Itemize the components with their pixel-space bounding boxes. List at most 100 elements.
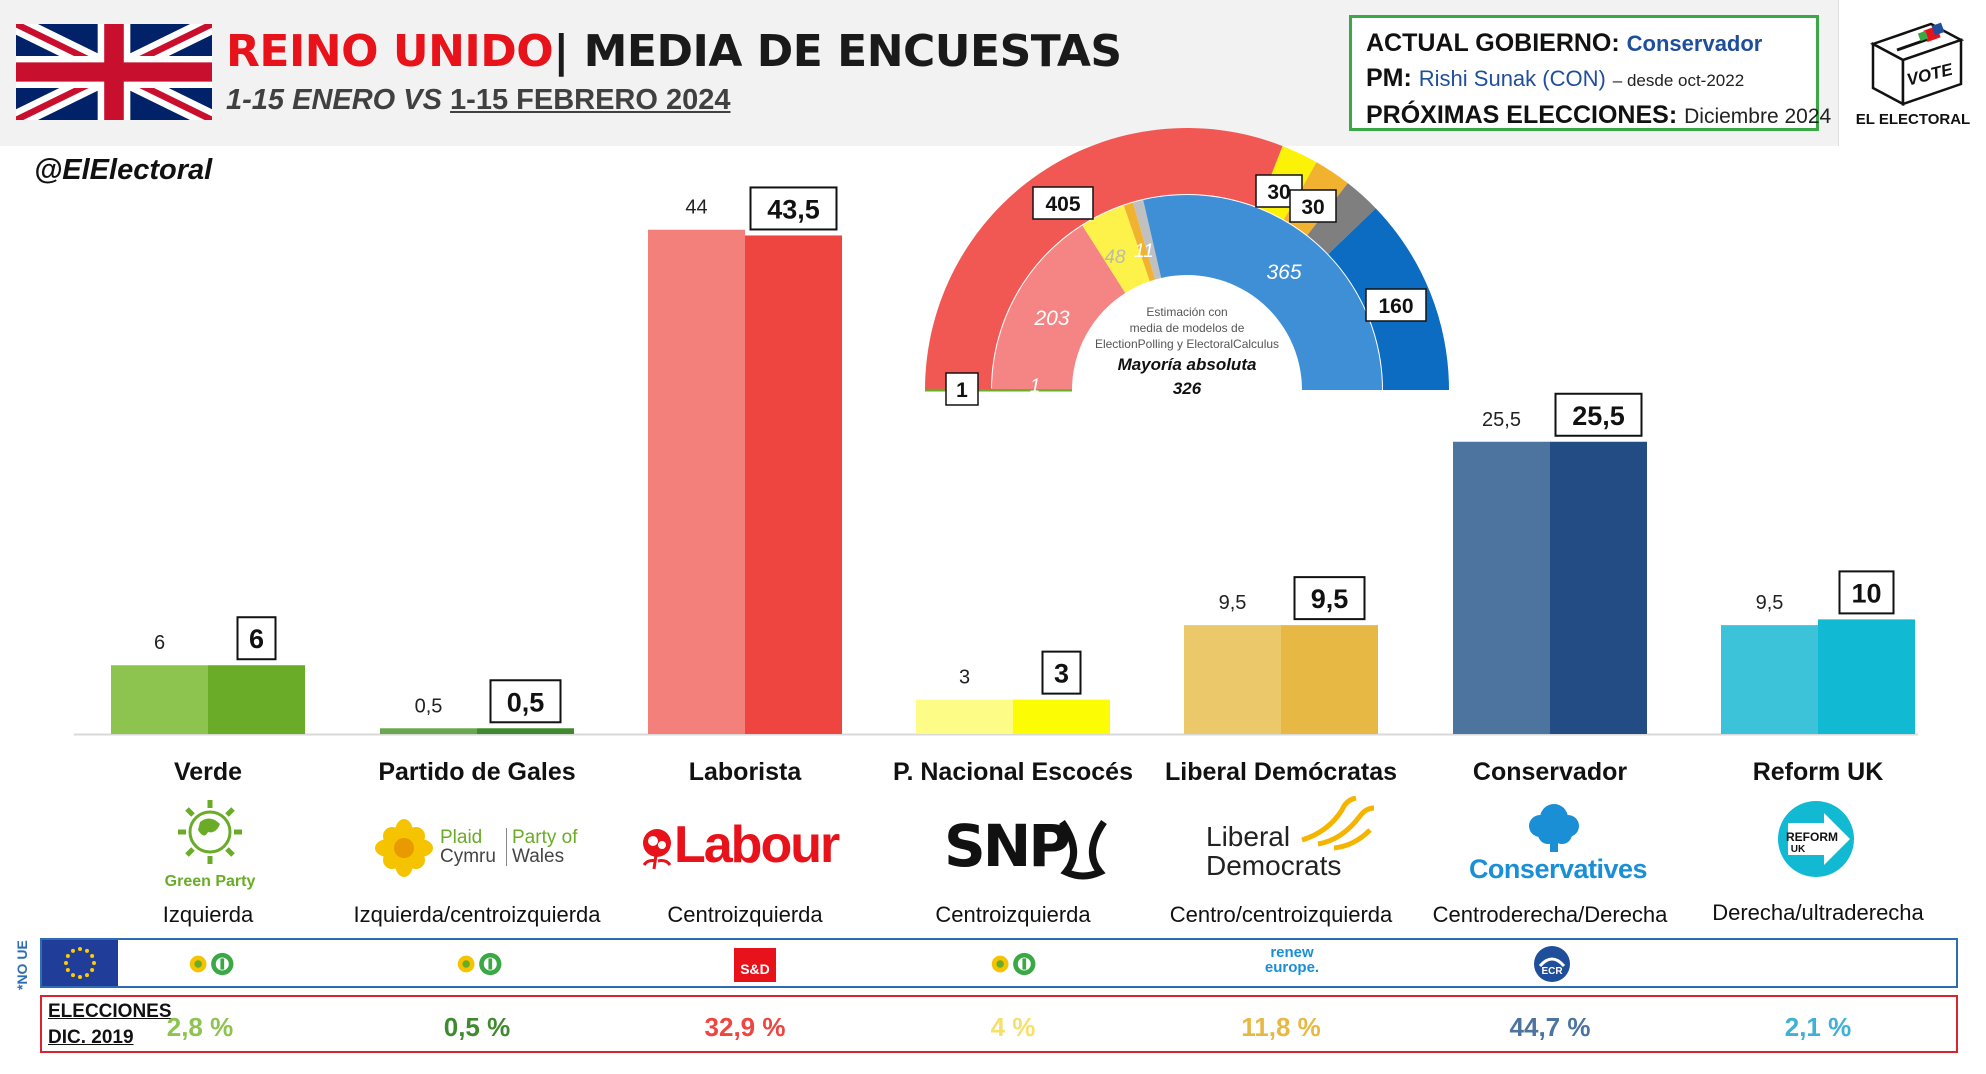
elections-label-b: DIC. 2019 (48, 1027, 134, 1048)
bar-february (1818, 619, 1915, 734)
renew-europe-badge: renew europe. (1252, 945, 1332, 975)
pm-label: PM: (1366, 64, 1412, 92)
seat-label-inner: 365 (1266, 261, 1301, 284)
libdem-logo-text-a: Liberal (1206, 821, 1291, 852)
outer-seat-segment (1307, 183, 1376, 255)
bar-february (1013, 699, 1110, 734)
eu-star (85, 948, 89, 953)
data-label-february: 25,5 (1572, 401, 1625, 431)
bar-january (916, 699, 1013, 734)
eu-star (85, 973, 89, 978)
bar-february (477, 728, 574, 734)
party-ideology: Derecha/ultraderecha (1712, 900, 1924, 925)
subtitle-vs: VS (403, 84, 442, 116)
conservatives-logo-text: Conservatives (1468, 854, 1648, 884)
party-name: Conservador (1472, 758, 1628, 786)
eu-star (90, 954, 95, 958)
daffodil-icon (375, 819, 433, 877)
party-ideology: Centro/centroizquierda (1169, 902, 1393, 927)
eu-star (71, 973, 75, 978)
party-name: Partido de Gales (378, 758, 576, 786)
bar-january (111, 665, 208, 734)
greens-efa-badge-icon (457, 952, 502, 976)
snp-logo: SNP (944, 812, 1124, 884)
bar-february (208, 665, 305, 734)
handle: @ElElectoral (34, 154, 213, 186)
eu-star (64, 961, 68, 965)
bird-icon (1301, 796, 1375, 851)
outer-seat-segment (925, 127, 1283, 390)
data-label-box (236, 616, 277, 661)
seat-label-box (945, 372, 979, 406)
result-2019: 11,8 % (1241, 1012, 1321, 1042)
reform-logo-text-a: REFORM (1786, 830, 1838, 844)
result-2019: 2,8 % (166, 1012, 234, 1042)
data-label-box (749, 186, 838, 231)
s-and-d-badge: S&D (734, 948, 776, 982)
gov-line: ACTUAL GOBIERNO: Conservador (1366, 26, 1802, 61)
gov-label: ACTUAL GOBIERNO: (1366, 29, 1620, 57)
government-box: ACTUAL GOBIERNO: Conservador PM: Rishi S… (1349, 15, 1831, 131)
party-name: Liberal Demócratas (1164, 758, 1398, 786)
data-label-box (1554, 392, 1643, 437)
cymru-text: Cymru (440, 846, 496, 867)
plaid-text: Plaid (440, 827, 483, 848)
data-label-box (1041, 650, 1082, 695)
data-label-box (1293, 576, 1366, 621)
seat-label-inner: 11 (1134, 241, 1154, 262)
next-value: Diciembre 2024 (1684, 105, 1832, 128)
seat-label-box (1289, 189, 1337, 223)
pm-since: – desde oct-2022 (1612, 71, 1745, 90)
party-ideology: Centroizquierda (935, 902, 1091, 927)
inner-seat-segment (1082, 205, 1150, 293)
seat-label-box (1032, 186, 1094, 220)
eu-star (78, 975, 82, 979)
party-name: Reform UK (1752, 758, 1884, 786)
party-ideology: Centroizquierda (667, 902, 823, 927)
no-ue-label: *NO UE (14, 940, 30, 990)
seat-label-box (1365, 288, 1427, 322)
labour-logo: Labour (634, 815, 864, 885)
result-2019: 4 % (990, 1012, 1036, 1042)
party-ideology: Izquierda (162, 902, 254, 927)
next-label: PRÓXIMAS ELECCIONES: (1366, 101, 1678, 129)
plaid-cymru-logo: Plaid Cymru Party of Wales (374, 814, 614, 880)
renew-text: renew (1270, 944, 1314, 961)
bar-january (648, 229, 745, 734)
data-label-january: 25,5 (1482, 409, 1521, 431)
pm-line: PM: Rishi Sunak (CON) – desde oct-2022 (1366, 61, 1802, 98)
model-note: Estimación con (1146, 305, 1227, 319)
uk-flag-icon (16, 24, 212, 120)
eu-star (78, 947, 82, 951)
ecr-badge-icon: ECR (1534, 946, 1570, 982)
seat-label-inner: 203 (1033, 307, 1069, 330)
plaid-divider (506, 828, 507, 866)
elections-2019-row: ELECCIONES DIC. 2019 (40, 995, 1958, 1053)
bar-january (1453, 441, 1550, 734)
page-title: REINO UNIDO| MEDIA DE ENCUESTAS (226, 26, 1122, 77)
eu-star (71, 948, 75, 953)
ecr-badge-text: ECR (1541, 966, 1563, 977)
gov-value: Conservador (1626, 31, 1763, 56)
party-ideology: Centroderecha/Derecha (1432, 902, 1668, 927)
result-2019: 44,7 % (1509, 1012, 1591, 1042)
data-label-february: 10 (1851, 578, 1881, 608)
inner-seat-segment (992, 225, 1126, 390)
model-note: media de modelos de (1130, 321, 1245, 335)
majority-label: Mayoría absoluta (1118, 355, 1257, 374)
wales-text: Wales (512, 846, 565, 867)
party-name: Laborista (688, 758, 802, 786)
result-2019: 2,1 % (1784, 1012, 1852, 1042)
party-name: P. Nacional Escocés (893, 758, 1133, 786)
title-separator: | (553, 26, 569, 77)
libdem-logo: Liberal Democrats (1204, 796, 1384, 886)
seat-label-inner: 1 (1030, 376, 1041, 397)
model-note: ElectionPolling y ElectoralCalculus (1095, 337, 1279, 351)
libdem-logo-text-b: Democrats (1206, 850, 1342, 881)
data-label-january: 6 (154, 632, 165, 654)
inner-seat-segment (1132, 199, 1162, 280)
data-label-january: 0,5 (415, 695, 443, 717)
subtitle: 1-15 ENERO VS 1-15 FEBRERO 2024 (226, 84, 731, 117)
subtitle-period-b: 1-15 FEBRERO 2024 (450, 84, 731, 116)
